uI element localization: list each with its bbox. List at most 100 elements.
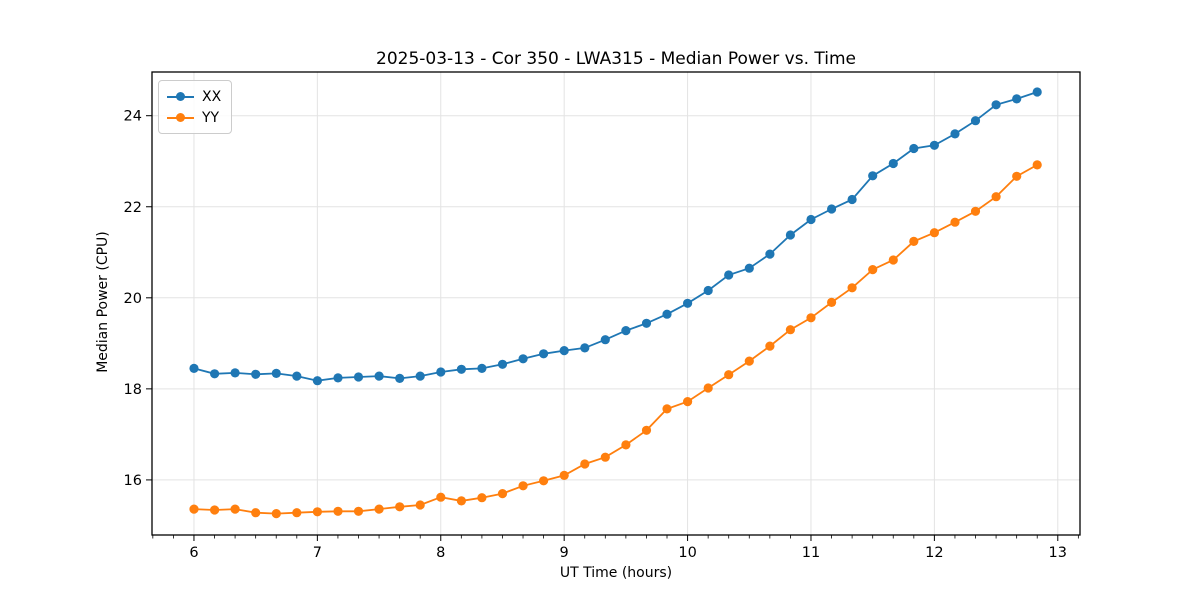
x-tick-label: 12 <box>925 545 943 561</box>
series-xx-marker <box>806 214 816 225</box>
series-yy-marker <box>929 228 940 238</box>
series-xx-marker <box>785 230 796 240</box>
series-yy-marker <box>415 500 425 510</box>
x-tick-label: 8 <box>436 545 445 561</box>
series-yy-marker <box>539 476 549 486</box>
series-yy-marker <box>765 341 775 351</box>
series-xx-marker <box>559 346 569 356</box>
series-xx-marker <box>929 140 940 150</box>
x-tick-label: 6 <box>189 545 198 561</box>
x-tick-label: 9 <box>560 545 569 561</box>
series-yy-marker <box>456 496 466 506</box>
series-xx-marker <box>600 335 610 345</box>
series-xx-marker <box>456 364 466 374</box>
y-tick-label: 24 <box>124 109 142 125</box>
series-xx-marker <box>744 263 754 273</box>
series-yy-marker <box>436 492 446 502</box>
series-xx-marker <box>950 129 960 139</box>
y-tick-label: 16 <box>124 473 142 489</box>
series-xx-marker <box>210 369 220 379</box>
series-xx-marker <box>868 171 878 181</box>
legend-line-sample-yy <box>167 113 194 122</box>
series-yy-marker <box>333 506 343 516</box>
series-xx-marker <box>189 363 199 373</box>
series-yy-marker <box>641 425 652 435</box>
series-xx-marker <box>683 298 693 308</box>
series-yy-marker <box>374 504 384 514</box>
series-yy-marker <box>292 508 302 518</box>
series-xx-marker <box>312 376 322 386</box>
series-xx-marker <box>847 194 857 205</box>
series-xx-marker <box>1012 94 1022 104</box>
y-tick-label: 18 <box>124 382 142 398</box>
series-xx-marker <box>888 158 898 169</box>
series-yy-marker <box>312 507 322 517</box>
x-axis-label: UT Time (hours) <box>559 565 673 581</box>
series-yy-marker <box>580 459 590 469</box>
legend: XX YY <box>158 80 233 134</box>
series-xx-marker <box>765 249 775 259</box>
series-yy-marker <box>518 481 528 491</box>
legend-label-xx: XX <box>202 88 222 105</box>
series-yy-marker <box>806 313 816 323</box>
series-xx-marker <box>333 373 343 383</box>
x-tick-label: 7 <box>313 545 322 561</box>
series-yy-marker <box>683 397 693 407</box>
series-yy-marker <box>662 404 672 414</box>
series-xx-marker <box>621 326 631 336</box>
series-xx-marker <box>436 367 446 377</box>
series-yy-line <box>193 164 1038 515</box>
legend-item-yy: YY <box>167 107 221 128</box>
series-yy-marker <box>251 508 261 518</box>
y-axis-label: Median Power (CPU) <box>95 231 111 373</box>
series-yy-marker <box>600 452 610 462</box>
x-tick-label: 13 <box>1049 545 1067 561</box>
series-xx-marker <box>497 359 508 369</box>
series-xx-marker <box>271 368 281 378</box>
series-xx-marker <box>991 100 1001 110</box>
series-yy-marker <box>827 297 837 307</box>
legend-line-sample-xx <box>167 92 194 101</box>
series-xx-marker <box>292 371 302 381</box>
series-xx-marker <box>477 363 487 373</box>
legend-marker-icon <box>176 92 185 101</box>
series-yy-marker <box>909 236 919 246</box>
series-xx-marker <box>641 318 652 328</box>
series-yy-marker <box>991 192 1001 202</box>
series-xx-marker <box>374 371 384 381</box>
y-tick-label: 22 <box>124 200 142 216</box>
series-yy-marker <box>703 383 713 393</box>
series-xx-marker <box>580 343 590 353</box>
series-yy-marker <box>559 470 569 480</box>
series-xx-marker <box>230 368 240 378</box>
series-yy-marker <box>230 504 240 514</box>
series-xx-marker <box>1032 87 1042 97</box>
series-yy-marker <box>847 283 857 293</box>
series-xx-marker <box>827 204 837 214</box>
legend-item-xx: XX <box>167 86 221 107</box>
series-xx-line <box>193 91 1038 382</box>
series-yy-marker <box>785 325 796 335</box>
series-yy-marker <box>271 508 281 519</box>
series-xx-marker <box>415 371 425 381</box>
series-xx-marker <box>909 143 919 154</box>
series-xx-marker <box>724 270 734 280</box>
series-yy-marker <box>621 440 631 450</box>
series-yy-marker <box>868 265 878 275</box>
series-yy-marker <box>1032 160 1042 170</box>
legend-label-yy: YY <box>202 109 220 126</box>
series-yy-marker <box>189 504 199 514</box>
y-tick-label: 20 <box>124 291 142 307</box>
x-tick-label: 11 <box>802 545 820 561</box>
series-yy-marker <box>970 206 981 216</box>
series-yy-marker <box>1012 171 1022 181</box>
series-xx-marker <box>539 349 549 359</box>
series-yy-marker <box>950 217 960 227</box>
series-xx-marker <box>251 369 261 379</box>
series-xx-marker <box>662 309 672 319</box>
plot-border <box>151 71 1081 536</box>
chart-title: 2025-03-13 - Cor 350 - LWA315 - Median P… <box>376 49 856 69</box>
series-yy-marker <box>744 356 754 366</box>
series-xx-marker <box>395 373 405 383</box>
